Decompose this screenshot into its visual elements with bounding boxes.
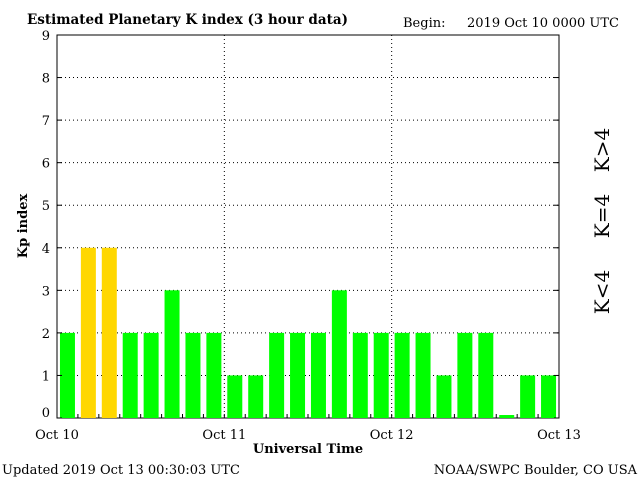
kp-bar [227, 375, 243, 418]
y-axis-label: Kp index [16, 194, 31, 259]
kp-bar [80, 247, 96, 418]
y-tick-label: 0 [42, 406, 50, 421]
kp-bar [290, 332, 306, 418]
x-tick-label: Oct 10 [35, 428, 79, 443]
x-tick-label: Oct 11 [202, 428, 246, 443]
legend-low: K<4 [590, 270, 614, 314]
y-tick-label: 7 [42, 114, 50, 129]
kp-bar [310, 332, 326, 418]
kp-bar [478, 332, 494, 418]
plot-frame [56, 34, 560, 419]
kp-bar [373, 332, 389, 418]
kp-bar [499, 415, 515, 418]
x-tick-label: Oct 12 [370, 428, 414, 443]
legend-equal: K=4 [590, 194, 614, 238]
kp-bar [457, 332, 473, 418]
updated-timestamp: Updated 2019 Oct 13 00:30:03 UTC [2, 463, 240, 478]
kp-bar [541, 375, 557, 418]
y-tick-label: 5 [42, 199, 50, 214]
y-tick-label: 9 [42, 29, 50, 44]
kp-bar [436, 375, 452, 418]
begin-label: Begin: [403, 16, 445, 31]
chart-title: Estimated Planetary K index (3 hour data… [27, 12, 348, 28]
y-tick-label: 4 [42, 242, 50, 257]
kp-bar [164, 290, 180, 418]
kp-bar [143, 332, 159, 418]
y-ticks: 0 1 2 3 4 5 6 7 8 9 [42, 29, 559, 421]
y-tick-label: 8 [42, 72, 50, 87]
y-tick-label: 6 [42, 157, 50, 172]
y-tick-label: 3 [42, 284, 50, 299]
kp-bar [206, 332, 222, 418]
kp-bar [352, 332, 368, 418]
kp-bar [331, 290, 347, 418]
kp-bar [269, 332, 285, 418]
kp-bar [122, 332, 138, 418]
kp-bar [415, 332, 431, 418]
x-ticks: Oct 10 Oct 11 Oct 12 Oct 13 [35, 414, 581, 443]
bars-group [59, 247, 557, 418]
kp-bar [185, 332, 201, 418]
y-tick-label: 1 [42, 369, 50, 384]
begin-value: 2019 Oct 10 0000 UTC [467, 16, 619, 31]
legend-high: K>4 [590, 128, 614, 172]
kp-bar [394, 332, 410, 418]
kp-bar [101, 247, 117, 418]
kp-bar [59, 332, 75, 418]
kp-bar [520, 375, 536, 418]
y-tick-label: 2 [42, 327, 50, 342]
x-axis-label: Universal Time [253, 442, 363, 457]
kp-bar [248, 375, 264, 418]
source-credit: NOAA/SWPC Boulder, CO USA [434, 463, 638, 478]
x-tick-label: Oct 13 [537, 428, 581, 443]
